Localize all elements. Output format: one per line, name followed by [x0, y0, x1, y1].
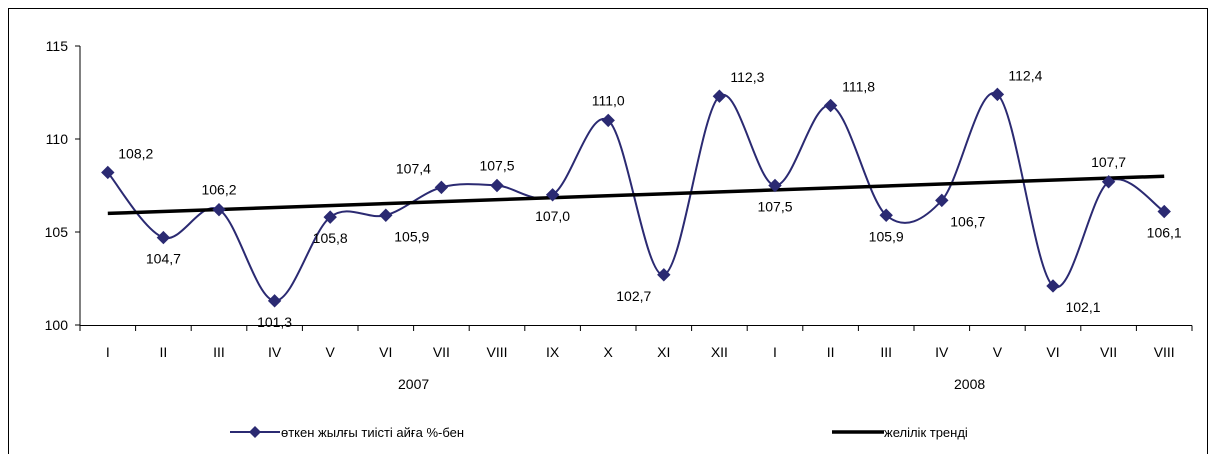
year-labels: 2007 2008: [398, 376, 985, 392]
year-label: 2008: [954, 376, 985, 392]
data-label: 105,9: [394, 228, 429, 244]
data-point-marker: [1046, 279, 1060, 293]
data-point-marker: [1101, 175, 1116, 189]
data-point-marker: [712, 89, 727, 103]
data-label: 101,3: [257, 314, 292, 330]
data-label: 107,4: [396, 160, 431, 176]
x-tick-label: V: [993, 344, 1003, 360]
x-tick-labels: I II III IV V VI VII VIII IX X XI XII I II III IV V VI VII…: [106, 344, 1175, 360]
data-label: 111,8: [842, 79, 875, 95]
data-point-marker: [212, 202, 226, 217]
trend-line-group: [107, 174, 1165, 216]
data-label: 112,3: [730, 69, 764, 85]
x-tick-label: VI: [379, 344, 392, 360]
x-tick-label: X: [604, 344, 614, 360]
data-label: 102,1: [1065, 299, 1100, 315]
x-tick-label: VI: [1046, 344, 1059, 360]
data-point-marker: [879, 208, 893, 222]
y-tick-label: 115: [46, 38, 69, 54]
x-tick-label: XI: [657, 344, 670, 360]
data-point-marker: [823, 98, 838, 113]
data-point-marker: [156, 230, 171, 245]
y-tick-label: 105: [45, 224, 69, 240]
trend-line: [107, 174, 1165, 216]
x-tick-label: I: [106, 344, 110, 360]
x-tick-label: XII: [711, 344, 728, 360]
data-point-marker: [434, 180, 449, 195]
data-label: 104,7: [146, 251, 181, 267]
y-tick-labels: 100 105 110 115: [45, 38, 69, 333]
axes: [75, 45, 1193, 331]
x-tick-label: II: [827, 344, 835, 360]
data-point-marker: [935, 193, 949, 208]
x-tick-label: IX: [546, 344, 560, 360]
data-point-marker: [101, 165, 115, 180]
data-point-marker: [1157, 204, 1171, 219]
x-tick-label: V: [326, 344, 336, 360]
legend-trend-label: желілік тренді: [884, 425, 968, 440]
data-label: 105,8: [313, 230, 348, 246]
data-point-marker: [990, 87, 1005, 102]
x-tick-label: III: [213, 344, 225, 360]
data-point-marker: [267, 294, 282, 308]
data-label: 107,7: [1091, 154, 1126, 170]
x-tick-label: IV: [935, 344, 949, 360]
y-tick-label: 100: [45, 317, 69, 333]
x-tick-label: VIII: [486, 344, 507, 360]
x-tick-label: VII: [433, 344, 450, 360]
data-label: 107,5: [479, 158, 514, 174]
data-point-marker: [545, 188, 560, 202]
data-point-marker: [768, 178, 782, 193]
legend: өткен жылғы тиісті айға %-бен желілік тре…: [230, 425, 968, 440]
data-point-marker: [601, 113, 615, 128]
data-point-marker: [657, 268, 671, 282]
data-point-marker: [490, 178, 504, 193]
data-label: 107,5: [757, 199, 792, 215]
data-label: 105,9: [869, 228, 904, 244]
chart-border: [8, 8, 1208, 454]
x-tick-label: I: [773, 344, 777, 360]
legend-series-marker: [249, 426, 261, 438]
y-tick-label: 110: [46, 131, 69, 147]
x-tick-label: IV: [268, 344, 282, 360]
data-labels: 108,2 104,7 106,2 101,3 105,8 105,9 107,4 107,5…: [118, 67, 1182, 329]
data-label: 112,4: [1008, 67, 1042, 83]
x-tick-label: VII: [1100, 344, 1117, 360]
data-label: 102,7: [616, 288, 651, 304]
data-label: 107,0: [535, 208, 570, 224]
x-tick-label: II: [160, 344, 168, 360]
data-label: 111,0: [592, 92, 625, 108]
data-label: 106,1: [1147, 225, 1182, 241]
markers: [101, 87, 1171, 308]
x-tick-label: III: [880, 344, 892, 360]
data-point-marker: [379, 208, 393, 222]
data-label: 106,7: [950, 213, 985, 229]
data-label: 106,2: [201, 182, 236, 198]
data-point-marker: [323, 210, 337, 224]
data-label: 108,2: [118, 145, 153, 161]
year-label: 2007: [398, 376, 429, 392]
legend-series-label: өткен жылғы тиісті айға %-бен: [281, 425, 464, 440]
x-tick-label: VIII: [1154, 344, 1175, 360]
